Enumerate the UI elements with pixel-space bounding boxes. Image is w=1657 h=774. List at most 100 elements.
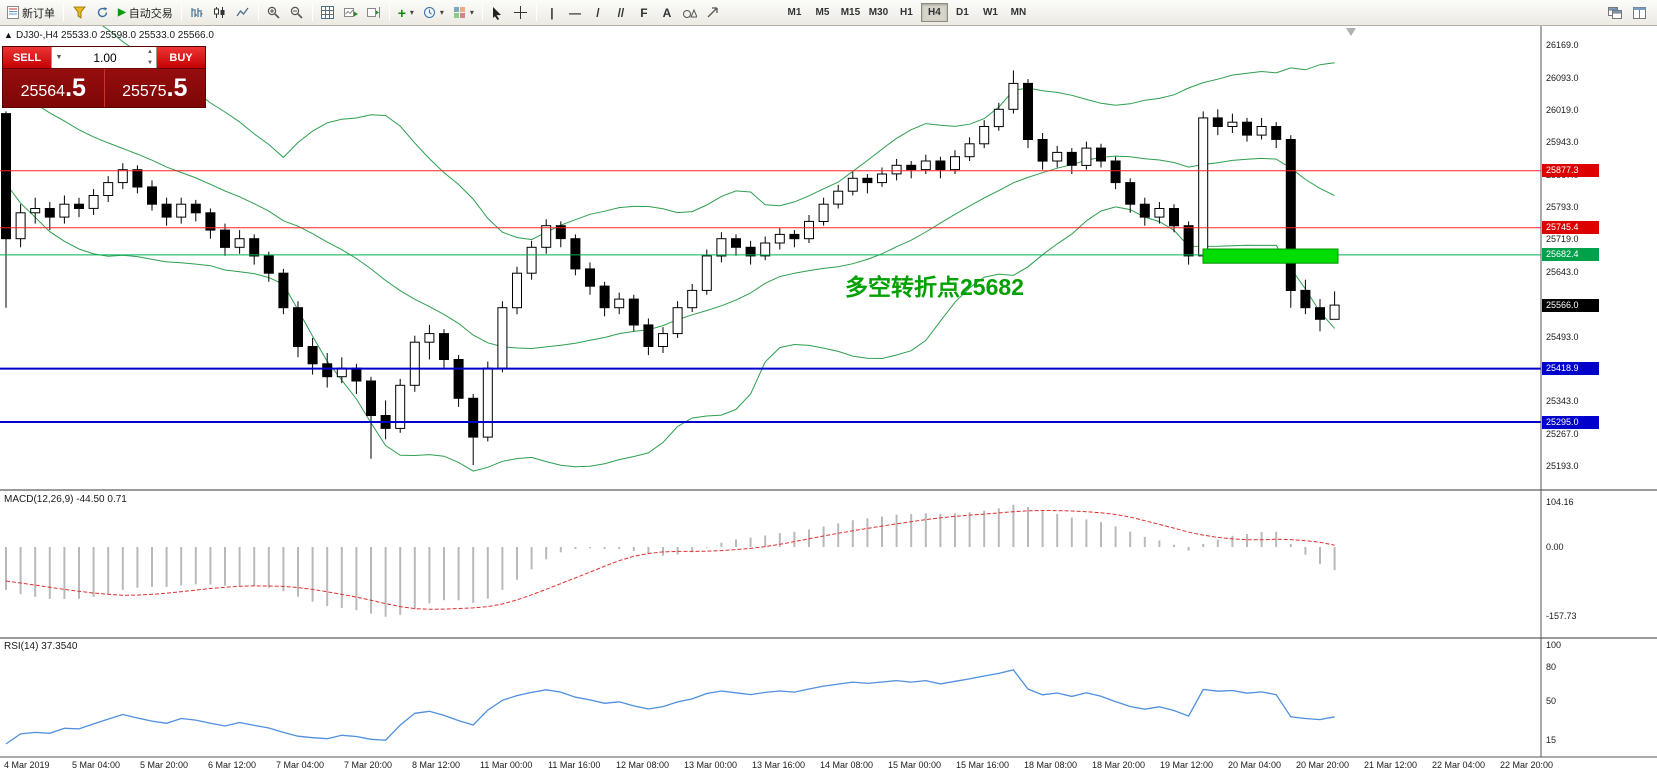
timeframe-w1-button[interactable]: W1 — [982, 7, 998, 18]
toolbar-separator — [180, 4, 182, 21]
time-axis-label: 20 Mar 04:00 — [1228, 760, 1282, 770]
auto-trading-label: 自动交易 — [128, 7, 173, 20]
bullish-candle — [964, 143, 975, 158]
time-axis-label: 18 Mar 08:00 — [1024, 760, 1078, 770]
volume-step-up-button[interactable]: ▲ — [147, 49, 153, 56]
bullish-candle — [234, 238, 245, 248]
time-axis-label: 15 Mar 16:00 — [956, 760, 1010, 770]
zoom-in-button[interactable] — [263, 2, 285, 23]
price-tick-label: 25793.0 — [1546, 202, 1579, 212]
auto-scroll-button[interactable] — [340, 2, 362, 23]
shapes-tool-button[interactable] — [679, 2, 701, 23]
timeframe-m1-button[interactable]: M1 — [787, 7, 802, 18]
sell-button[interactable]: SELL — [3, 47, 51, 68]
sell-price[interactable]: 25564 .5 — [3, 69, 105, 107]
chart-shift-marker[interactable] — [1346, 28, 1356, 36]
zoom-out-button[interactable] — [286, 2, 308, 23]
trendline-tool-button[interactable]: / — [587, 2, 609, 23]
arrows-tool-button[interactable] — [702, 2, 724, 23]
timeframe-mn-button[interactable]: MN — [1010, 7, 1027, 18]
new-order-label: 新订单 — [22, 7, 55, 20]
macd-panel[interactable] — [5, 504, 1336, 617]
volume-step-down-button[interactable]: ▼ — [147, 59, 153, 66]
bearish-candle — [366, 380, 376, 416]
channel-icon: // — [617, 5, 625, 20]
bollinger-middle-band — [5, 83, 1335, 350]
profiles-icon — [72, 6, 86, 19]
chart-annotation[interactable]: 多空转折点25682 — [845, 274, 1024, 300]
rsi-tick-label: 50 — [1546, 696, 1557, 706]
bullish-candle — [117, 169, 128, 184]
bullish-candle — [701, 255, 712, 291]
price-tick-label: 26093.0 — [1546, 73, 1579, 83]
bearish-candle — [643, 324, 654, 347]
zoom-out-icon — [291, 6, 303, 19]
timeframe-m30-button[interactable]: M30 — [868, 7, 889, 18]
crosshair-button[interactable] — [510, 2, 532, 23]
time-axis-label: 19 Mar 12:00 — [1160, 760, 1214, 770]
bar-chart-icon — [191, 8, 203, 17]
cursor-button[interactable] — [487, 2, 509, 23]
bearish-candle — [263, 255, 274, 274]
channel-tool-button[interactable]: // — [610, 2, 632, 23]
new-window-button[interactable] — [1604, 2, 1626, 23]
bullish-candle — [658, 333, 668, 348]
grid-button[interactable] — [317, 2, 339, 23]
bullish-candle — [1081, 147, 1092, 166]
timeframe-m15-button[interactable]: M15 — [840, 7, 861, 18]
bearish-candle — [789, 233, 800, 240]
highlight-rectangle[interactable] — [1202, 248, 1339, 264]
chevron-down-icon: ▾ — [439, 8, 444, 17]
fibonacci-tool-button[interactable]: F — [633, 2, 655, 23]
candlestick-chart-button[interactable] — [209, 2, 231, 23]
bullish-candle — [818, 203, 829, 222]
line-chart-button[interactable] — [232, 2, 254, 23]
bearish-candle — [205, 212, 216, 231]
bullish-candle — [497, 307, 508, 369]
bullish-candle — [1052, 151, 1063, 162]
bullish-candle — [1256, 126, 1267, 136]
toolbar-separator — [257, 4, 259, 21]
time-axis-label: 6 Mar 12:00 — [208, 760, 257, 770]
timeframe-d1-button[interactable]: D1 — [956, 7, 969, 18]
bullish-candle — [672, 307, 683, 335]
bearish-candle — [278, 272, 289, 309]
toolbar: 新订单 ▶ 自动交易 + ▾ ▾ — [0, 0, 1657, 26]
templates-icon — [453, 7, 465, 18]
price-tick-label: 25193.0 — [1546, 461, 1579, 471]
horizontal-line-tool-button[interactable]: — — [564, 2, 586, 23]
profiles-button[interactable] — [68, 2, 90, 23]
vertical-line-icon: | — [550, 5, 554, 20]
main-chart-panel[interactable] — [0, 0, 1541, 472]
new-order-button[interactable]: 新订单 — [3, 2, 59, 23]
timeframe-h4-button[interactable]: H4 — [920, 3, 948, 22]
price-tick-label: 26019.0 — [1546, 105, 1579, 115]
timeframe-m5-button[interactable]: M5 — [815, 7, 830, 18]
tile-windows-button[interactable] — [1628, 2, 1650, 23]
timeframe-h1-button[interactable]: H1 — [900, 7, 913, 18]
buy-price-int: 25575 — [122, 83, 167, 100]
horizontal-line-icon: — — [568, 5, 581, 20]
vertical-line-tool-button[interactable]: | — [541, 2, 563, 23]
indicators-button[interactable]: + ▾ — [394, 2, 418, 23]
one-click-collapse-arrow[interactable]: ▲ — [4, 30, 13, 40]
bullish-candle — [804, 220, 814, 240]
bar-chart-button[interactable] — [186, 2, 208, 23]
buy-price[interactable]: 25575 .5 — [105, 69, 206, 107]
time-axis-label: 22 Mar 04:00 — [1432, 760, 1486, 770]
templates-button[interactable]: ▾ — [449, 2, 478, 23]
refresh-button[interactable] — [91, 2, 113, 23]
chart-shift-button[interactable] — [363, 2, 385, 23]
text-tool-button[interactable]: A — [656, 2, 678, 23]
bullish-candle — [877, 173, 887, 184]
price-tick-label: 25343.0 — [1546, 396, 1579, 406]
buy-button[interactable]: BUY — [157, 47, 205, 68]
bearish-candle — [453, 359, 464, 399]
volume-dropdown-button[interactable]: ▼ — [51, 47, 66, 68]
rsi-panel[interactable] — [5, 669, 1335, 745]
auto-trading-button[interactable]: ▶ 自动交易 — [114, 2, 177, 23]
volume-input[interactable]: 1.00 — [66, 47, 144, 68]
periods-button[interactable]: ▾ — [419, 2, 448, 23]
price-level-badge: 25877.3 — [1542, 164, 1599, 177]
